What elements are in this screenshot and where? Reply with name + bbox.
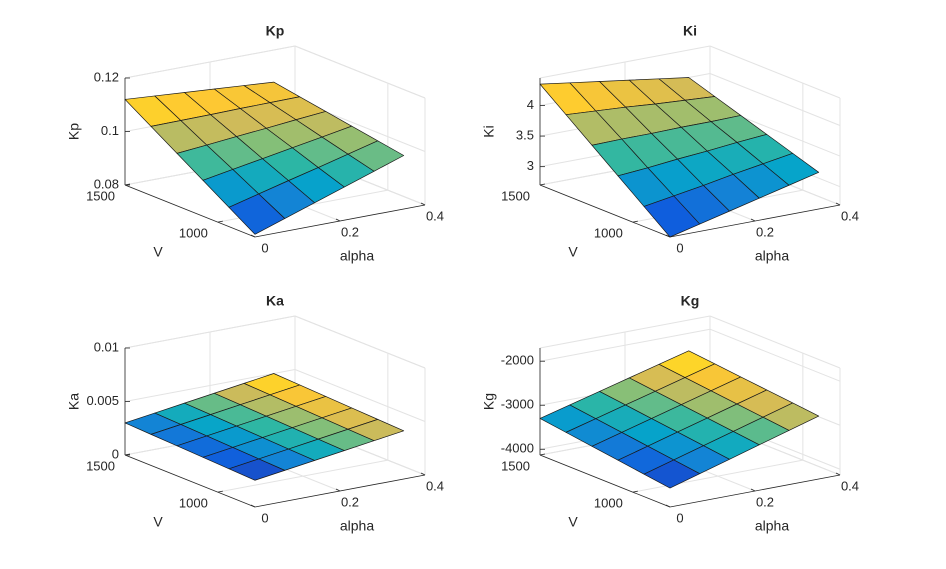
- subplot: 0 0.2 0.4 1000 1500 -4000 -3000 -2000 alpha V Kg Kg: [481, 293, 859, 534]
- y-tick: [632, 490, 638, 493]
- y-tick-label: 1000: [594, 226, 623, 241]
- surface-patch: [228, 193, 286, 235]
- y-axis-label: V: [568, 514, 578, 530]
- x-tick-label: 0.2: [341, 494, 359, 509]
- x-tick-label: 0: [261, 510, 268, 525]
- grid-line: [124, 315, 296, 349]
- z-tick-label: 3: [527, 158, 534, 173]
- y-axis-label: V: [153, 514, 163, 530]
- x-tick: [750, 488, 756, 492]
- grid-line: [294, 315, 426, 369]
- x-tick-label: 0.4: [426, 478, 444, 493]
- y-axis: [539, 184, 671, 238]
- box-edge: [709, 45, 841, 99]
- x-tick-label: 0: [676, 240, 683, 255]
- y-tick-label: 1000: [179, 496, 208, 511]
- chart-title: Ki: [683, 23, 697, 39]
- y-tick: [632, 220, 638, 223]
- y-tick: [217, 220, 223, 223]
- z-tick-label: 0.005: [86, 393, 119, 408]
- z-tick-label: 0.12: [94, 69, 119, 84]
- z-tick-label: 4: [527, 97, 534, 112]
- chart-title: Kg: [681, 293, 700, 309]
- box-edge: [709, 315, 841, 369]
- x-tick: [835, 472, 841, 476]
- x-axis-label: alpha: [340, 248, 374, 264]
- z-tick-label: 0.1: [101, 123, 119, 138]
- y-tick-label: 1000: [594, 496, 623, 511]
- x-tick: [665, 504, 671, 508]
- x-tick-label: 0: [261, 240, 268, 255]
- subplot: 0 0.2 0.4 1000 1500 3 3.5 4 alpha V Ki Ki: [481, 23, 859, 264]
- x-axis-label: alpha: [755, 518, 789, 534]
- y-tick: [539, 183, 546, 186]
- z-axis-label: Kp: [66, 123, 82, 140]
- y-tick-label: 1500: [86, 458, 115, 473]
- y-axis-label: V: [568, 244, 578, 260]
- grid-line: [124, 369, 296, 402]
- x-tick-label: 0.2: [756, 494, 774, 509]
- surface-patch: [643, 195, 701, 238]
- x-tick-label: 0: [676, 510, 683, 525]
- x-tick: [250, 504, 256, 508]
- z-tick-label: 0.08: [94, 176, 119, 191]
- z-axis-label: Kg: [481, 393, 497, 410]
- x-tick: [420, 472, 426, 476]
- chart-title: Ka: [266, 293, 284, 309]
- x-tick-label: 0.4: [841, 478, 859, 493]
- y-tick-label: 1500: [501, 188, 530, 203]
- x-tick: [420, 202, 426, 206]
- y-tick-label: 1500: [86, 188, 115, 203]
- z-tick-label: -4000: [501, 441, 534, 456]
- y-axis: [124, 184, 256, 238]
- x-tick: [250, 234, 256, 238]
- x-tick: [835, 202, 841, 206]
- y-axis-label: V: [153, 244, 163, 260]
- y-axis: [124, 454, 256, 508]
- x-tick: [335, 488, 341, 492]
- y-axis: [539, 454, 671, 508]
- z-tick-label: 0: [112, 446, 119, 461]
- grid-line: [124, 45, 296, 79]
- x-tick-label: 0.4: [841, 208, 859, 223]
- grid-line: [709, 328, 841, 382]
- x-tick: [750, 218, 756, 222]
- z-axis-label: Ka: [66, 393, 82, 410]
- x-tick-label: 0.4: [426, 208, 444, 223]
- x-tick-label: 0.2: [341, 224, 359, 239]
- grid-line: [709, 73, 841, 126]
- x-axis-label: alpha: [755, 248, 789, 264]
- z-axis-label: Ki: [481, 125, 497, 137]
- y-tick-label: 1000: [179, 226, 208, 241]
- x-tick-label: 0.2: [756, 224, 774, 239]
- surface-patch: [228, 458, 286, 481]
- grid-line: [294, 369, 426, 422]
- grid-line: [294, 45, 426, 99]
- z-tick-label: -3000: [501, 397, 534, 412]
- z-tick-label: -2000: [501, 353, 534, 368]
- surface-patch: [643, 459, 701, 489]
- x-axis-label: alpha: [340, 518, 374, 534]
- z-tick-label: 3.5: [516, 128, 534, 143]
- x-tick: [335, 218, 341, 222]
- grid-line: [539, 328, 711, 362]
- chart-title: Kp: [266, 23, 285, 39]
- y-tick-label: 1500: [501, 458, 530, 473]
- y-tick: [217, 490, 223, 493]
- y-tick: [539, 453, 546, 456]
- z-tick-label: 0.01: [94, 339, 119, 354]
- grid-line: [632, 459, 803, 493]
- grid-line: [217, 459, 388, 493]
